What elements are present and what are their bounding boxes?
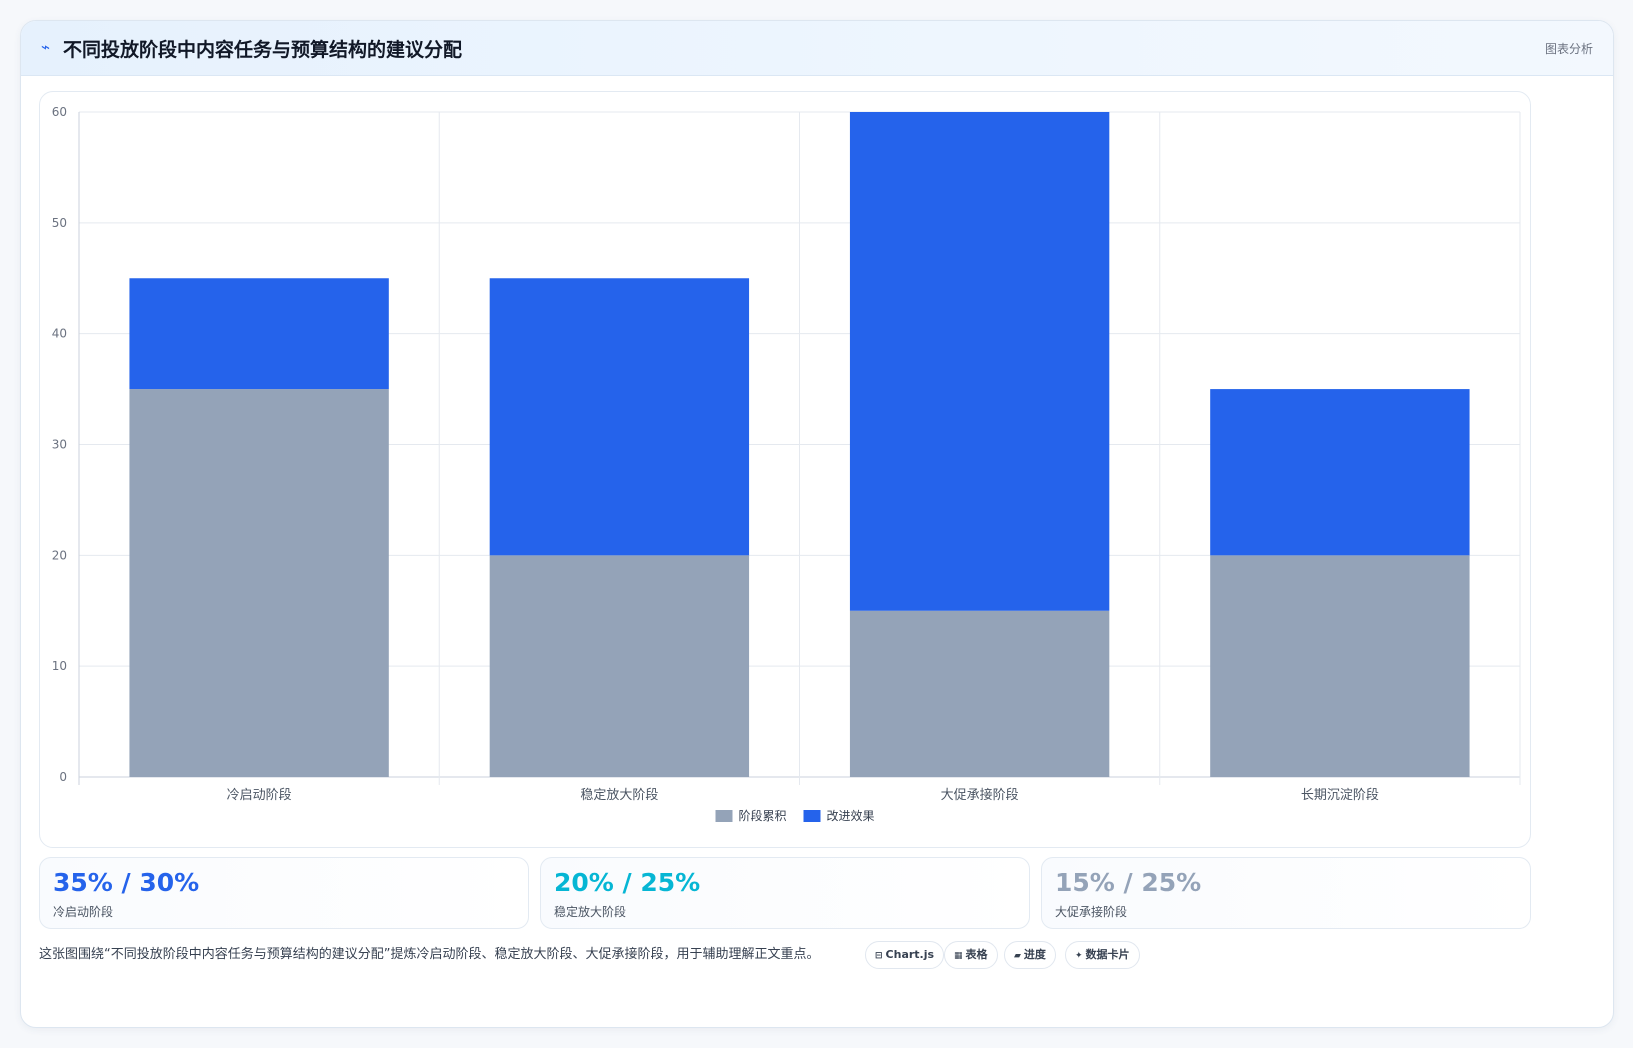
stat-value: 35% / 30% [53, 868, 200, 897]
x-tick-label: 稳定放大阶段 [580, 787, 658, 803]
chart-analysis-tag: 图表分析 [1544, 42, 1593, 56]
y-tick-label: 0 [59, 770, 67, 784]
chip-label: 表格 [965, 948, 988, 961]
bar-improvement-effect [1210, 389, 1470, 556]
bar-improvement-effect [489, 278, 750, 556]
x-tick-label: 冷启动阶段 [227, 788, 292, 803]
stacked-bar-chart: 0 10 20 30 40 50 60 冷启动阶段 稳定放大阶段 大促承接阶段 长期沉淀阶段阶段累积… [52, 105, 1521, 823]
bar-stage-accumulation [129, 389, 389, 777]
chip-label: 进度 [1023, 948, 1046, 961]
stat-label: 稳定放大阶段 [554, 905, 627, 919]
chart-card: ⌁ 不同投放阶段中内容任务与预算结构的建议分配 图表分析 0 10 20 30 40 50… [20, 20, 1614, 1028]
bar-stage-accumulation [1210, 555, 1470, 777]
card-title: 不同投放阶段中内容任务与预算结构的建议分配 [63, 39, 463, 61]
chip-label: Chart.js [885, 948, 935, 961]
bar-improvement-effect [129, 278, 389, 390]
x-tick-label: 大促承接阶段 [941, 787, 1019, 803]
stat-card-stable-scale: 20% / 25% 稳定放大阶段 [540, 857, 1030, 929]
stat-card-cold-start: 35% / 30% 冷启动阶段 [39, 857, 529, 929]
bar-stage-accumulation [849, 610, 1110, 777]
stat-card-promotion: 15% / 25% 大促承接阶段 [1041, 857, 1531, 929]
chip-table[interactable]: ▦ 表格 [944, 941, 998, 969]
y-tick-label: 20 [52, 548, 67, 562]
stat-value: 20% / 25% [554, 868, 701, 897]
legend-swatch [803, 810, 821, 822]
chart-caption: 这张图围绕“不同投放阶段中内容任务与预算结构的建议分配”提炼冷启动阶段、稳定放大… [39, 947, 820, 962]
y-tick-label: 50 [52, 216, 67, 230]
sparkle-icon: ✦ [1075, 951, 1083, 961]
card-header: ⌁ 不同投放阶段中内容任务与预算结构的建议分配 图表分析 [21, 21, 1613, 76]
chip-progress[interactable]: ▰ 进度 [1004, 941, 1056, 969]
y-tick-label: 60 [52, 105, 67, 119]
stat-cards: 35% / 30% 冷启动阶段 20% / 25% 稳定放大阶段 15% / 2… [39, 857, 1533, 929]
stat-label: 大促承接阶段 [1055, 905, 1128, 919]
table-icon: ▦ [954, 951, 963, 961]
bar-improvement-effect [849, 112, 1110, 611]
chart-icon: ⊟ [875, 951, 883, 961]
stat-label: 冷启动阶段 [53, 905, 114, 919]
x-tick-label: 长期沉淀阶段 [1301, 788, 1379, 803]
chart-container: 0 10 20 30 40 50 60 冷启动阶段 稳定放大阶段 大促承接阶段 长期沉淀阶段阶段累积… [39, 91, 1531, 848]
stat-value: 15% / 25% [1055, 868, 1202, 897]
chip-chartjs[interactable]: ⊟ Chart.js [865, 941, 945, 969]
chip-label: 数据卡片 [1085, 948, 1130, 961]
y-tick-label: 30 [52, 438, 67, 452]
legend-label: 阶段累积 [739, 808, 787, 823]
y-tick-label: 40 [52, 327, 67, 341]
legend-swatch [715, 810, 733, 822]
progress-icon: ▰ [1014, 951, 1021, 961]
legend-label: 改进效果 [827, 808, 875, 823]
chip-data-card[interactable]: ✦ 数据卡片 [1065, 941, 1140, 969]
trend-line-icon: ⌁ [41, 38, 51, 56]
bar-stage-accumulation [489, 555, 750, 777]
y-tick-label: 10 [52, 659, 67, 673]
